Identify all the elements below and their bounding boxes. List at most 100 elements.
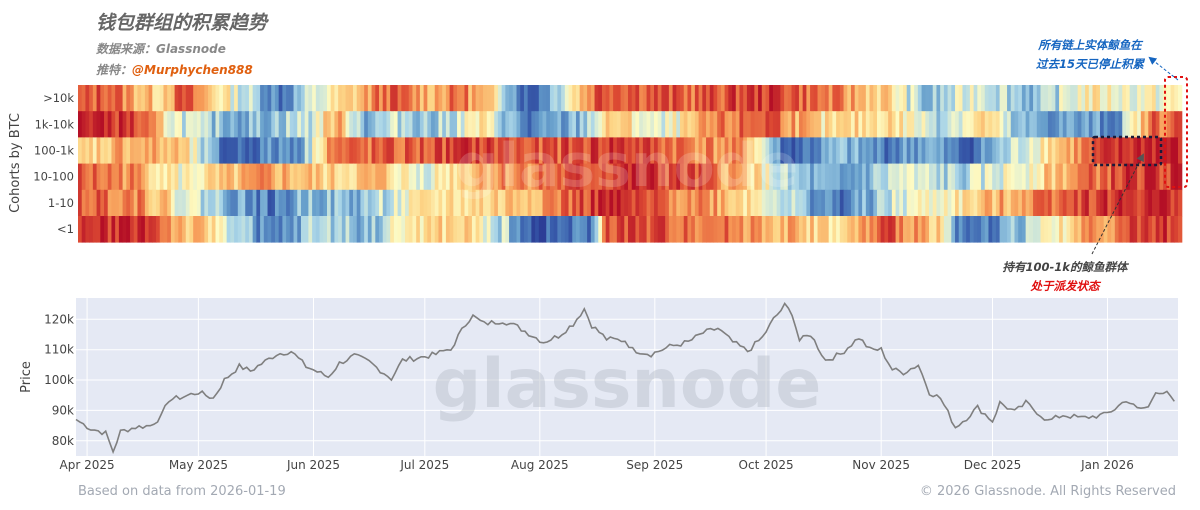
heatmap-cell: [516, 85, 521, 112]
heatmap-cell: [654, 163, 659, 191]
heatmap-cell: [200, 137, 205, 164]
heatmap-cell: [200, 85, 205, 112]
heatmap-cell: [460, 137, 466, 164]
heatmap-cell: [471, 189, 477, 217]
heatmap-cell: [739, 216, 744, 243]
heatmap-cell: [542, 189, 547, 217]
heatmap-cell: [289, 111, 295, 138]
heatmap-cell: [865, 163, 871, 191]
heatmap-cell: [798, 137, 804, 164]
heatmap-cell: [1073, 111, 1079, 138]
heatmap-cell: [434, 111, 440, 138]
heatmap-cell: [542, 137, 547, 164]
heatmap-cell: [412, 189, 417, 217]
heatmap-cell: [787, 85, 793, 112]
heatmap-cell: [196, 216, 202, 243]
heatmap-cell: [1170, 85, 1175, 112]
heatmap-cell: [468, 137, 473, 164]
heatmap-cell: [895, 189, 900, 217]
heatmap-cell: [1107, 189, 1112, 217]
heatmap-cell: [966, 137, 971, 164]
heatmap-cell: [267, 85, 272, 112]
heatmap-cell: [464, 189, 469, 217]
heatmap-cell: [219, 216, 224, 243]
heatmap-cell: [1155, 85, 1161, 112]
heatmap-cell: [888, 216, 893, 243]
heatmap-cell: [1148, 85, 1153, 112]
price-y-tick-label: 80k: [52, 434, 74, 448]
heatmap-cell: [654, 189, 659, 217]
heatmap-cell: [891, 85, 897, 112]
heatmap-cell: [654, 216, 659, 243]
heatmap-cell: [713, 85, 718, 112]
heatmap-cell: [791, 111, 796, 138]
heatmap-cell: [839, 216, 845, 243]
heatmap-cell: [271, 111, 276, 138]
price-gridlines: [76, 298, 1178, 456]
heatmap-cell: [304, 189, 310, 217]
heatmap-cell: [1051, 111, 1056, 138]
heatmap-cell: [761, 216, 767, 243]
heatmap-cell: [1170, 216, 1175, 243]
heatmap-cell: [806, 163, 811, 191]
heatmap-cell: [104, 189, 109, 217]
heatmap-cell: [1114, 85, 1120, 112]
heatmap-cell: [572, 216, 577, 243]
heatmap-cell: [932, 137, 938, 164]
heatmap-cell: [780, 111, 785, 138]
heatmap-cell: [323, 163, 328, 191]
heatmap-cell: [713, 111, 718, 138]
heatmap-cell: [780, 216, 785, 243]
heatmap-cell: [828, 85, 833, 112]
heatmap-cell: [274, 111, 280, 138]
heatmap-cell: [1144, 216, 1149, 243]
heatmap-cell: [847, 163, 852, 191]
heatmap-cell: [925, 111, 930, 138]
heatmap-cell: [713, 137, 718, 164]
cohort-100-1k-annotation-line2: 处于派发状态: [1030, 279, 1100, 293]
heatmap-cell: [932, 216, 938, 243]
heatmap-cell: [130, 111, 135, 138]
heatmap-cell: [1133, 137, 1138, 164]
heatmap-cell: [1144, 189, 1149, 217]
heatmap-cell: [148, 216, 153, 243]
heatmap-cell: [393, 163, 399, 191]
heatmap-cell: [412, 111, 417, 138]
heatmap-cell: [542, 85, 547, 112]
heatmap-cell: [683, 163, 689, 191]
heatmap-cell: [728, 85, 733, 112]
heatmap-cell: [940, 137, 945, 164]
heatmap-cell: [668, 85, 674, 112]
heatmap-cell: [271, 163, 276, 191]
twitter-handle[interactable]: @Murphychen888: [132, 63, 253, 77]
heatmap-cell: [423, 163, 428, 191]
heatmap-cell: [646, 163, 651, 191]
heatmap-cell: [1151, 137, 1157, 164]
heatmap-cell: [969, 85, 975, 112]
heatmap-cell: [386, 111, 391, 138]
heatmap-cell: [754, 163, 759, 191]
heatmap-cell: [642, 111, 648, 138]
heatmap-cell: [1099, 85, 1105, 112]
heatmap-cell: [497, 85, 503, 112]
heatmap-cell: [464, 111, 469, 138]
heatmap-cell: [237, 163, 243, 191]
heatmap-cell: [568, 85, 573, 112]
heatmap-cell: [1125, 111, 1131, 138]
heatmap-cell: [204, 85, 209, 112]
heatmap-cell: [929, 85, 934, 112]
heatmap-cell: [546, 137, 551, 164]
heatmap-cell: [646, 111, 651, 138]
heatmap-cell: [854, 189, 860, 217]
heatmap-cell: [958, 189, 964, 217]
heatmap-cell: [234, 216, 239, 243]
heatmap-cell: [449, 85, 454, 112]
heatmap-cell: [784, 216, 789, 243]
heatmap-cell: [438, 111, 443, 138]
heatmap-cell: [1081, 216, 1086, 243]
heatmap-cell: [936, 137, 941, 164]
price-x-ticks: Apr 2025 May 2025 Jun 2025 Jul 2025 Aug 2025…: [60, 458, 1134, 472]
heatmap-cell: [453, 137, 458, 164]
heatmap-cell: [743, 85, 748, 112]
